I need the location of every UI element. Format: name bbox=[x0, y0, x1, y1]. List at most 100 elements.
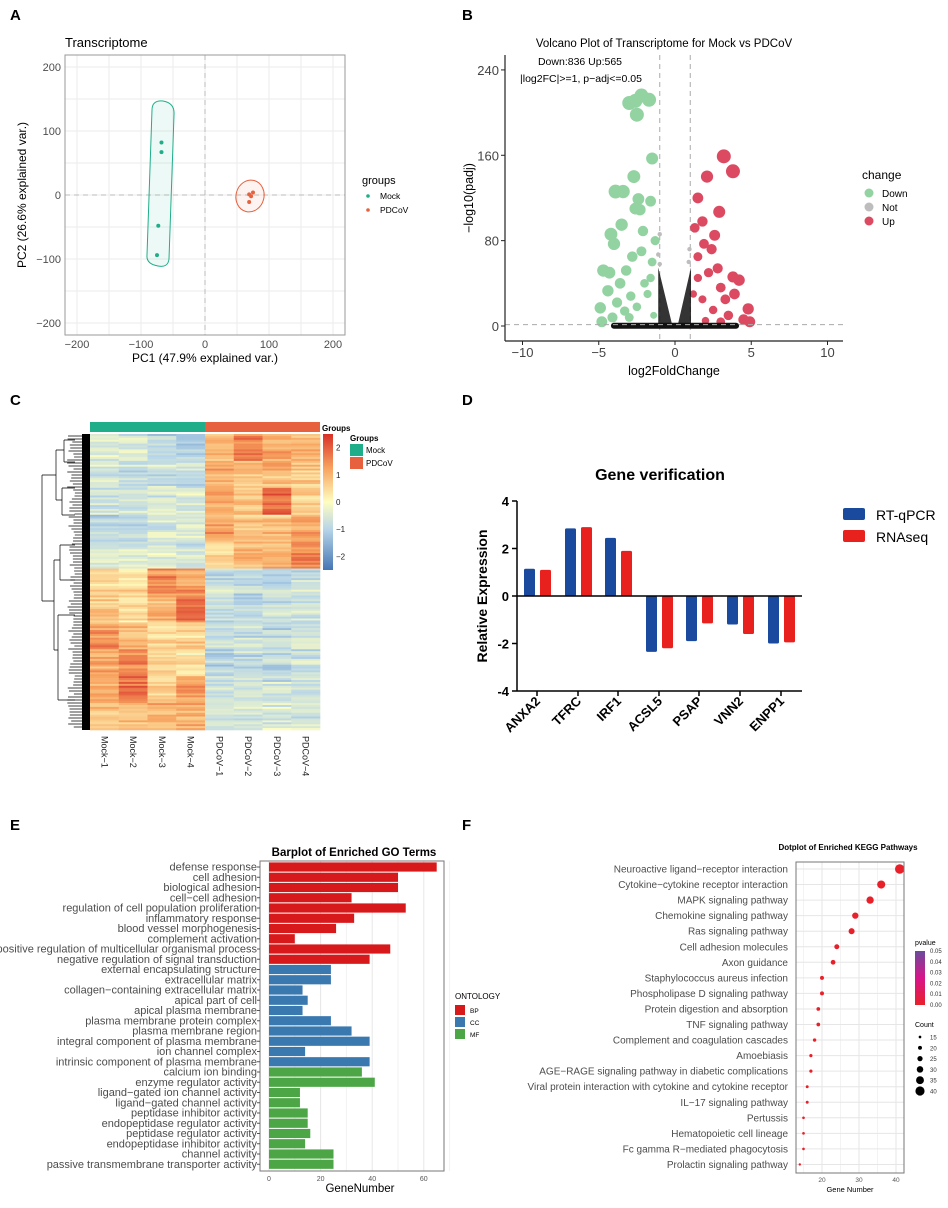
heatmap-cell bbox=[205, 468, 235, 471]
heatmap-cell bbox=[262, 472, 292, 475]
heatmap-cell bbox=[90, 672, 120, 675]
heatmap-cell bbox=[90, 703, 120, 706]
heatmap-cell bbox=[262, 641, 292, 644]
heatmap-cell bbox=[262, 624, 292, 627]
heatmap-cell bbox=[205, 693, 235, 696]
heatmap-cell bbox=[205, 510, 235, 514]
heatmap-cell bbox=[233, 637, 263, 640]
heatmap-cell bbox=[90, 555, 120, 558]
kegg-dot bbox=[820, 975, 824, 980]
pca-xtick-label: 0 bbox=[202, 339, 208, 351]
heatmap-cell bbox=[291, 706, 321, 710]
volcano-legend-up: Up bbox=[882, 217, 895, 228]
heatmap-cell bbox=[262, 662, 292, 665]
heatmap-cell bbox=[205, 630, 235, 633]
heatmap-cell bbox=[147, 620, 177, 623]
heatmap-column-label: Mock−1 bbox=[99, 736, 109, 768]
heatmap-cell bbox=[176, 603, 206, 606]
heatmap-cell bbox=[147, 668, 177, 671]
heatmap-cell bbox=[291, 510, 321, 514]
heatmap-cell bbox=[205, 505, 235, 508]
heatmap-cell bbox=[291, 478, 321, 481]
heatmap-cell bbox=[233, 645, 263, 648]
pvalue-tick-label: 0.05 bbox=[930, 949, 942, 955]
heatmap-cell bbox=[147, 520, 177, 523]
heatmap-cell bbox=[176, 568, 206, 571]
heatmap-cell bbox=[205, 522, 235, 525]
volcano-point-up bbox=[698, 295, 707, 304]
volcano-legend-not: Not bbox=[882, 203, 898, 214]
heatmap-cell bbox=[233, 691, 263, 694]
heatmap-cell bbox=[233, 460, 263, 464]
heatmap-cell bbox=[147, 706, 177, 710]
heatmap-cell bbox=[233, 453, 263, 456]
go-bar-mf bbox=[269, 1159, 334, 1169]
heatmap-cell bbox=[205, 643, 235, 646]
go-term-label: blood vessel morphogenesis bbox=[118, 923, 258, 935]
heatmap-cell bbox=[147, 576, 177, 579]
heatmap-cell bbox=[291, 483, 321, 487]
heatmap-cell bbox=[118, 435, 148, 439]
heatmap-cell bbox=[262, 674, 292, 677]
gv-ylabel: Relative Expression bbox=[474, 529, 490, 662]
heatmap-cell bbox=[205, 712, 235, 715]
heatmap-cell bbox=[147, 597, 177, 600]
heatmap-cell bbox=[205, 458, 235, 462]
heatmap-cell bbox=[118, 449, 148, 452]
heatmap-cell bbox=[90, 701, 120, 704]
heatmap-cell bbox=[291, 530, 321, 533]
heatmap-cell bbox=[147, 458, 177, 462]
heatmap-cell bbox=[118, 710, 148, 714]
heatmap-cell bbox=[118, 714, 148, 717]
heatmap-cell bbox=[147, 480, 177, 483]
kegg-dot bbox=[798, 1163, 801, 1166]
heatmap-cell bbox=[291, 666, 321, 669]
heatmap-cell bbox=[118, 706, 148, 710]
heatmap-cell bbox=[118, 528, 148, 531]
kegg-dot bbox=[809, 1054, 813, 1058]
heatmap-cell bbox=[205, 610, 235, 614]
heatmap-cell bbox=[176, 478, 206, 481]
go-term-label: defense response bbox=[170, 862, 257, 874]
heatmap-cell bbox=[147, 468, 177, 471]
heatmap-cell bbox=[176, 722, 206, 725]
heatmap-cell bbox=[262, 535, 292, 539]
heatmap-cell bbox=[233, 549, 263, 552]
go-term-label: regulation of cell population proliferat… bbox=[63, 903, 257, 915]
heatmap-cell bbox=[176, 639, 206, 642]
volcano-xtick-label: −10 bbox=[511, 345, 533, 360]
heatmap-cell bbox=[205, 512, 235, 516]
heatmap-cell bbox=[176, 520, 206, 523]
count-legend-label: 35 bbox=[930, 1079, 937, 1085]
volcano-point-down bbox=[614, 277, 626, 289]
heatmap-cell bbox=[262, 564, 292, 567]
heatmap-cell bbox=[205, 495, 235, 498]
heatmap-cell bbox=[233, 626, 263, 629]
heatmap-cell bbox=[90, 726, 120, 729]
heatmap-cell bbox=[147, 532, 177, 535]
heatmap-cell bbox=[176, 522, 206, 525]
kegg-dot bbox=[816, 1007, 821, 1011]
heatmap-cell bbox=[147, 537, 177, 541]
heatmap-cell bbox=[176, 608, 206, 612]
heatmap-cell bbox=[176, 532, 206, 535]
heatmap-legend-mock-key bbox=[350, 444, 363, 456]
heatmap-cell bbox=[90, 518, 120, 521]
heatmap-cell bbox=[262, 482, 292, 485]
heatmap-cell bbox=[291, 643, 321, 646]
heatmap-cell bbox=[118, 487, 148, 491]
heatmap-cell bbox=[291, 537, 321, 541]
heatmap-cell bbox=[205, 714, 235, 717]
heatmap-cell bbox=[147, 610, 177, 614]
volcano-point-up bbox=[706, 244, 717, 255]
heatmap-cell bbox=[233, 458, 263, 462]
volcano-point-down bbox=[628, 93, 643, 108]
heatmap-cell bbox=[233, 434, 263, 437]
pca-point-pdcov bbox=[249, 194, 254, 199]
heatmap-cell bbox=[118, 533, 148, 537]
heatmap-cell bbox=[291, 470, 321, 473]
heatmap-legend-title: Groups bbox=[350, 434, 379, 443]
heatmap-cell bbox=[118, 587, 148, 590]
heatmap-cell bbox=[205, 434, 235, 437]
heatmap-cell bbox=[262, 587, 292, 590]
